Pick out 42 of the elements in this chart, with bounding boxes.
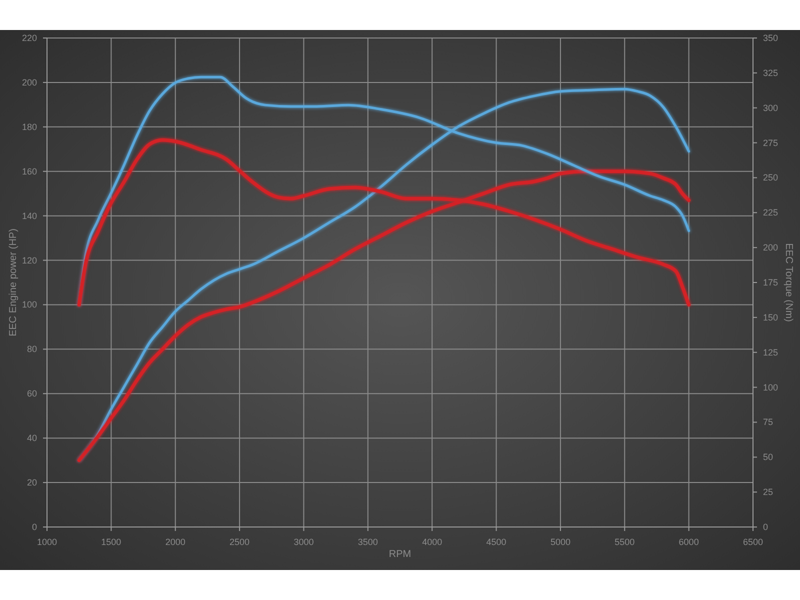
x-tick-label: 3500 [358,537,378,547]
y2-tick-label: 200 [763,242,778,253]
y-tick-label: 20 [26,478,37,488]
y-tick-label: 120 [22,255,37,266]
y2-tick-label: 225 [763,208,778,218]
x-tick-label: 1500 [101,537,122,547]
x-tick-label: 5500 [614,537,635,547]
x-tick-label: 2500 [230,537,250,547]
y-tick-label: 180 [22,122,37,132]
y2-tick-label: 0 [763,522,768,532]
y-tick-label: 60 [26,388,37,399]
x-tick-label: 1000 [36,537,58,547]
x-tick-label: 6500 [742,537,764,547]
x-tick-label: 4000 [422,537,442,547]
y2-tick-label: 350 [763,33,778,43]
y2-tick-label: 275 [763,138,778,148]
y-tick-label: 200 [22,77,37,88]
y2-tick-label: 325 [763,68,778,78]
y2-tick-label: 175 [763,278,778,288]
x-tick-label: 5000 [550,537,570,547]
x-axis-title: RPM [388,549,412,560]
x-tick-label: 6000 [678,537,699,547]
x-tick-label: 4500 [486,537,506,547]
y2-tick-label: 250 [763,172,778,183]
y-tick-label: 0 [32,522,37,532]
y2-axis-title: EEC Torque (Nm) [783,243,794,322]
y2-tick-label: 300 [763,102,778,113]
y-tick-label: 140 [22,210,37,221]
y2-tick-label: 25 [763,487,774,498]
x-tick-label: 3000 [294,537,314,547]
y-tick-label: 40 [26,433,37,444]
y-tick-label: 80 [26,344,37,354]
y-tick-label: 160 [22,166,37,176]
y2-tick-label: 100 [763,382,778,392]
y2-tick-label: 125 [763,347,778,358]
x-tick-label: 2000 [165,537,186,547]
y2-tick-label: 150 [763,312,778,322]
y-tick-label: 100 [22,300,37,310]
y-axis-title: EEC Engine power (HP) [8,228,19,336]
y-tick-label: 220 [22,33,37,43]
y2-tick-label: 50 [763,452,774,462]
y2-tick-label: 75 [763,417,774,428]
